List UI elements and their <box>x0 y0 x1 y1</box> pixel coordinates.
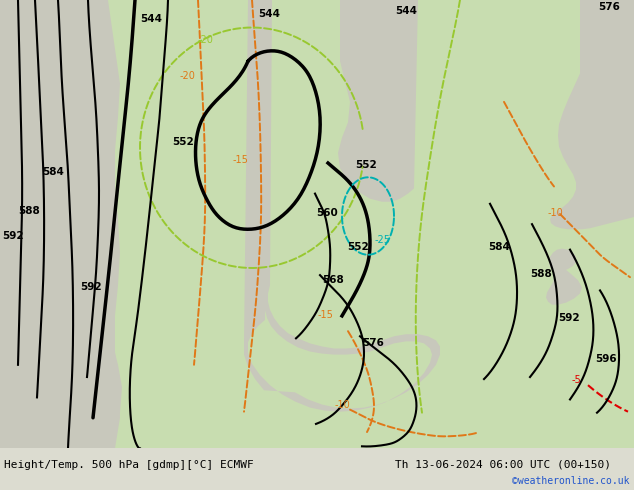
Text: 552: 552 <box>355 160 377 170</box>
Text: 584: 584 <box>42 167 64 177</box>
Text: 592: 592 <box>80 282 101 293</box>
Polygon shape <box>0 0 120 448</box>
Polygon shape <box>0 0 122 448</box>
Polygon shape <box>550 0 634 229</box>
Polygon shape <box>338 0 418 202</box>
Text: 544: 544 <box>258 9 280 19</box>
Text: Height/Temp. 500 hPa [gdmp][°C] ECMWF: Height/Temp. 500 hPa [gdmp][°C] ECMWF <box>4 460 254 469</box>
Text: -15: -15 <box>233 155 249 165</box>
Text: 584: 584 <box>488 242 510 252</box>
Text: 544: 544 <box>140 14 162 24</box>
Text: Th 13-06-2024 06:00 UTC (00+150): Th 13-06-2024 06:00 UTC (00+150) <box>395 460 611 469</box>
Text: -5: -5 <box>572 375 582 385</box>
Polygon shape <box>244 0 440 412</box>
Text: 576: 576 <box>598 2 620 12</box>
Text: 544: 544 <box>395 6 417 16</box>
Text: 552: 552 <box>172 137 194 147</box>
Polygon shape <box>0 0 46 227</box>
Text: -20: -20 <box>198 35 214 45</box>
Text: -20: -20 <box>180 72 196 81</box>
Text: 588: 588 <box>530 269 552 279</box>
Text: 592: 592 <box>2 231 23 242</box>
Text: 576: 576 <box>362 339 384 348</box>
Polygon shape <box>0 0 634 448</box>
Polygon shape <box>0 0 45 234</box>
Text: -10: -10 <box>548 208 564 218</box>
Text: 588: 588 <box>18 206 40 216</box>
Text: 552: 552 <box>347 242 369 252</box>
Text: 596: 596 <box>595 354 617 364</box>
Polygon shape <box>0 0 55 448</box>
Text: -15: -15 <box>318 310 334 320</box>
Text: -10: -10 <box>335 399 351 410</box>
Text: 560: 560 <box>316 208 338 218</box>
Text: -25: -25 <box>375 235 391 245</box>
Text: 592: 592 <box>558 313 579 323</box>
Text: ©weatheronline.co.uk: ©weatheronline.co.uk <box>512 476 630 486</box>
Polygon shape <box>546 248 582 305</box>
Text: 568: 568 <box>322 275 344 285</box>
